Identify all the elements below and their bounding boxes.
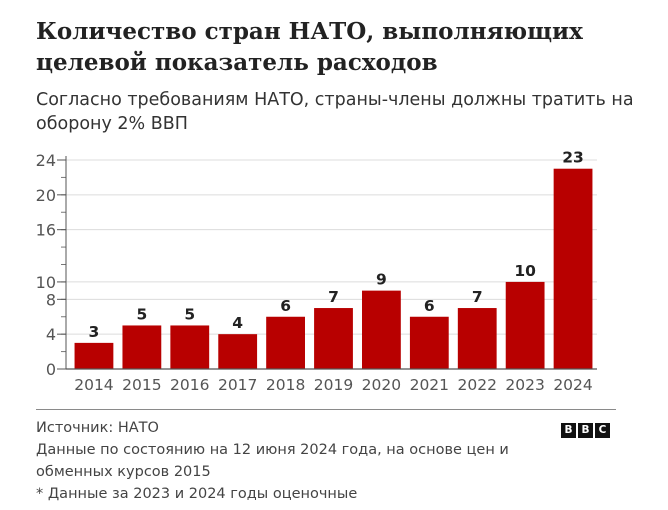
x-tick-label: 2014 [74, 376, 113, 394]
bbc-logo-letter: B [578, 423, 593, 438]
x-tick-label: 2020 [362, 376, 401, 394]
footer-note-estimate: * Данные за 2023 и 2024 годы оценочные [36, 486, 358, 502]
chart-subtitle: Согласно требованиям НАТО, страны-члены … [36, 90, 634, 134]
bbc-logo-letter: B [561, 423, 576, 438]
bar [170, 325, 210, 369]
y-tick-label: 8 [46, 290, 56, 309]
y-tick-label: 24 [36, 151, 56, 170]
chart-title: Количество стран НАТО, выполняющих целев… [36, 18, 583, 76]
bar [218, 334, 258, 369]
y-tick-label: 10 [36, 273, 56, 292]
x-tick-label: 2019 [314, 376, 353, 394]
data-label: 6 [424, 297, 435, 315]
y-tick-label: 16 [36, 221, 56, 240]
data-label: 5 [184, 305, 195, 323]
bar [266, 316, 305, 369]
bar [457, 308, 497, 369]
data-label: 7 [328, 288, 339, 306]
bar [314, 308, 353, 369]
bar [122, 325, 162, 369]
x-tick-label: 2015 [122, 376, 161, 394]
bar-chart: 0481016202432014520155201642017620187201… [36, 149, 597, 394]
bar [505, 281, 545, 369]
x-tick-label: 2023 [505, 376, 544, 394]
x-tick-label: 2018 [266, 376, 305, 394]
bbc-logo: B B C [561, 423, 610, 438]
data-label: 10 [514, 262, 536, 280]
data-label: 4 [232, 314, 243, 332]
bar [553, 168, 593, 369]
data-label: 9 [376, 271, 387, 289]
bbc-logo-letter: C [595, 423, 610, 438]
x-tick-label: 2021 [410, 376, 449, 394]
data-label: 23 [562, 149, 584, 167]
footer: Источник: НАТО Данные по состоянию на 12… [36, 417, 556, 505]
x-tick-label: 2017 [218, 376, 257, 394]
data-label: 7 [472, 288, 483, 306]
bar [362, 290, 401, 369]
x-tick-label: 2022 [458, 376, 497, 394]
source-text: Источник: НАТО [36, 420, 159, 436]
data-label: 5 [136, 305, 147, 323]
y-tick-label: 0 [46, 360, 56, 379]
footer-divider [36, 409, 616, 410]
y-tick-label: 4 [46, 325, 56, 344]
x-tick-label: 2024 [553, 376, 592, 394]
bar [409, 316, 449, 369]
footer-note-date: Данные по состоянию на 12 июня 2024 года… [36, 442, 509, 480]
data-label: 6 [280, 297, 291, 315]
bar [74, 342, 114, 369]
x-tick-label: 2016 [170, 376, 209, 394]
y-tick-label: 20 [36, 186, 56, 205]
data-label: 3 [89, 323, 100, 341]
